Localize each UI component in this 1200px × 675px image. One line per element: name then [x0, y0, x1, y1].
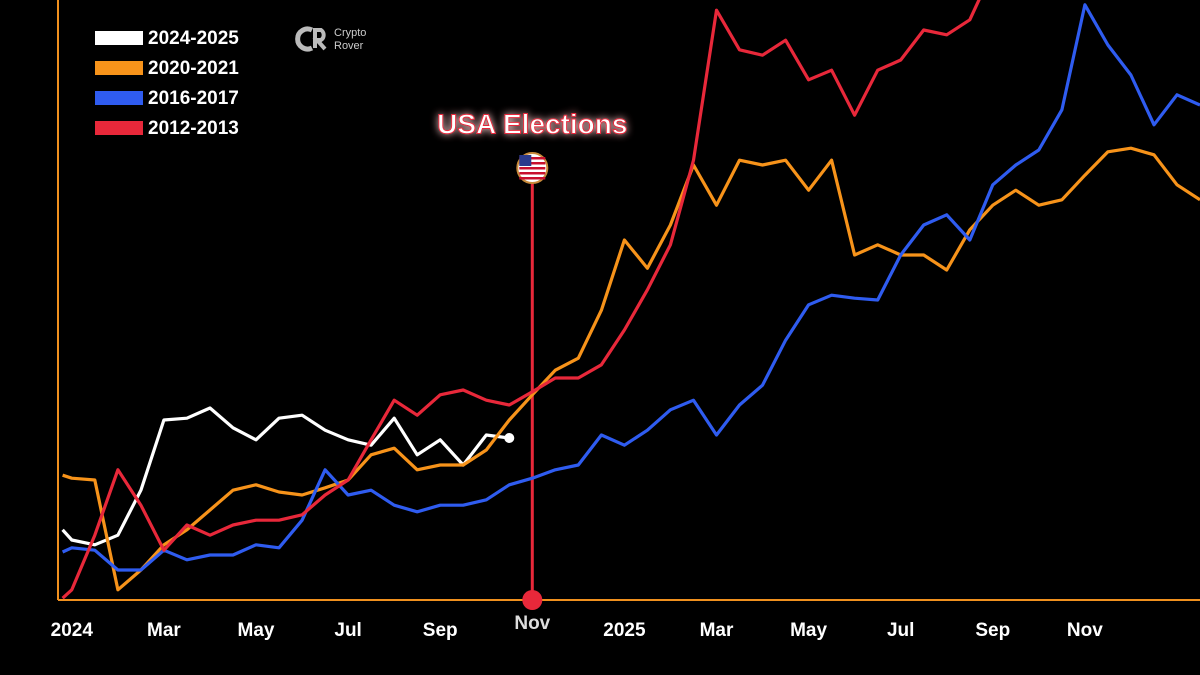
logo-icon: [295, 26, 314, 52]
flag-icon: [516, 152, 549, 184]
flag-stripe: [519, 172, 546, 175]
watermark-text: Crypto: [334, 27, 366, 39]
legend-label: 2016-2017: [148, 88, 239, 109]
legend-swatch: [95, 61, 143, 75]
x-tick-label: Mar: [700, 620, 734, 641]
plot-area: [61, 0, 1200, 600]
legend-swatch: [95, 121, 143, 135]
x-tick-label: May: [790, 620, 827, 641]
watermark-text: Rover: [334, 40, 364, 52]
legend-swatch: [95, 31, 143, 45]
x-tick-label: Jul: [334, 620, 361, 641]
legend-label: 2012-2013: [148, 118, 239, 139]
x-tick-label: Sep: [975, 620, 1010, 641]
x-tick-label: Nov: [1067, 620, 1103, 641]
x-tick-label: Jul: [887, 620, 914, 641]
legend-label: 2020-2021: [148, 58, 239, 79]
logo-icon: [312, 28, 327, 51]
watermark: Crypto Rover: [295, 26, 366, 52]
annotation-text: USA Elections: [437, 108, 627, 139]
line-end-marker: [504, 433, 515, 443]
flag-canton: [519, 155, 532, 166]
x-tick-label: Mar: [147, 620, 181, 641]
flag-stripe: [519, 177, 546, 180]
series-line: [61, 406, 510, 547]
flag-stripe: [519, 162, 546, 165]
flag-stripe: [519, 157, 546, 160]
legend-label: 2024-2025: [148, 28, 239, 49]
flag-stripe: [519, 167, 546, 170]
x-tick-label: Nov: [514, 613, 550, 634]
x-tick-label: Sep: [423, 620, 458, 641]
series-line: [62, 146, 1200, 592]
legend-swatch: [95, 91, 143, 105]
x-tick-label: May: [238, 620, 275, 641]
annotation-dot: [522, 590, 543, 610]
x-tick-label: 2025: [603, 620, 646, 641]
series-line: [61, 0, 981, 600]
series-line: [61, 3, 1200, 572]
x-tick-label: 2024: [51, 620, 94, 641]
